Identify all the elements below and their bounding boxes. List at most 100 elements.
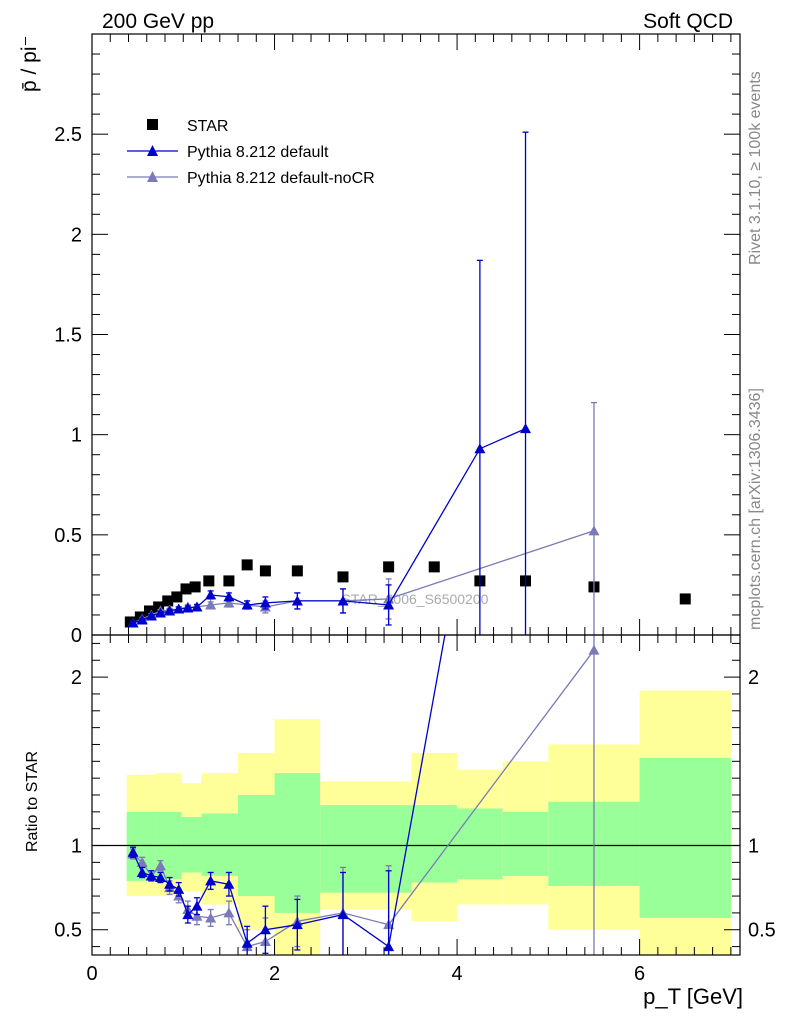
ratio-y-tick-label: 2	[71, 667, 82, 689]
default-point	[259, 597, 271, 608]
star-point	[180, 583, 192, 595]
star-point	[337, 571, 349, 583]
ratio-nocr-point	[154, 860, 166, 871]
green-band	[181, 816, 202, 873]
default-point	[136, 614, 148, 625]
default-point	[205, 589, 217, 600]
series-line	[132, 649, 595, 948]
default-point	[127, 617, 139, 628]
ratio-panel: 0.5 0.5 1 1 2 2 0 2 4 6	[54, 634, 776, 985]
green-band	[274, 773, 321, 913]
x-tick-label: 6	[634, 963, 645, 985]
ratio-y-tick-label-right: 1	[748, 836, 759, 858]
green-band	[639, 757, 731, 918]
green-band	[320, 805, 412, 893]
star-point	[241, 559, 253, 571]
ratio-ylabel: Ratio to STAR	[24, 751, 41, 852]
x-tick-label: 2	[269, 963, 280, 985]
mcplots-label: mcplots.cern.ch [arXiv:1306.3436]	[747, 388, 764, 630]
ratio-default-point	[205, 875, 217, 886]
star-point	[223, 575, 235, 587]
green-band	[457, 808, 503, 880]
ratio-default-point	[191, 900, 203, 911]
default-point	[182, 602, 194, 613]
ratio-default-point	[241, 937, 253, 948]
legend: STAR Pythia 8.212 default Pythia 8.212 def…	[127, 118, 375, 187]
main-ylabel: p̄ / pi⁻	[18, 35, 41, 92]
default-point	[291, 595, 303, 606]
main-panel: 0 0.5 1 1.5 2 2.5 STAR Pythia 8.212 default Pyth…	[54, 33, 741, 647]
ratio-series-group	[127, 635, 600, 955]
ratio-y-tick-label: 1	[71, 836, 82, 858]
ratio-frame	[91, 634, 741, 956]
ratio-default-point	[182, 909, 194, 920]
default-point	[191, 601, 203, 612]
star-point	[143, 605, 155, 617]
ratio-default-point	[337, 909, 349, 920]
ratio-default-point	[145, 870, 157, 881]
ratio-default-point	[164, 878, 176, 889]
ratio-default-point	[127, 846, 139, 857]
green-band	[502, 811, 549, 876]
ratio-y-tick-label-right: 2	[748, 667, 759, 689]
ratio-default-point	[223, 878, 235, 889]
star-point	[203, 575, 215, 587]
default-point	[474, 443, 486, 454]
default-point	[173, 603, 185, 614]
right-title: Soft QCD	[643, 10, 733, 33]
nocr-point	[205, 599, 217, 610]
ratio-default-point	[154, 872, 166, 883]
legend-star-marker	[147, 119, 158, 130]
default-point	[145, 610, 157, 621]
default-point	[154, 607, 166, 618]
ratio-nocr-point	[136, 856, 148, 867]
legend-label: Pythia 8.212 default	[187, 144, 329, 161]
star-point	[383, 561, 395, 573]
default-point	[337, 595, 349, 606]
ratio-nocr-point	[191, 910, 203, 921]
ratio-default-point	[173, 883, 185, 894]
star-point	[189, 581, 201, 593]
star-point	[171, 591, 183, 603]
nocr-point	[223, 597, 235, 608]
ratio-nocr-point	[223, 907, 235, 918]
ratio-default-point	[291, 919, 303, 930]
green-band	[411, 805, 458, 883]
x-tick-label: 0	[86, 963, 97, 985]
default-point	[241, 599, 253, 610]
ratio-nocr-point	[205, 912, 217, 923]
ratio-y-tick-label: 0.5	[54, 920, 82, 942]
ratio-nocr-point	[588, 644, 600, 655]
star-point	[291, 565, 303, 577]
default-point	[520, 423, 532, 434]
ratio-default-point	[383, 941, 395, 952]
star-point	[679, 593, 691, 605]
y-tick-label: 2.5	[54, 124, 82, 146]
star-point	[153, 601, 165, 613]
y-tick-label: 1.5	[54, 325, 82, 347]
ratio-default-point	[259, 924, 271, 935]
default-point	[223, 591, 235, 602]
default-point	[164, 605, 176, 616]
rivet-label: Rivet 3.1.10, ≥ 100k events	[747, 71, 764, 265]
star-point	[428, 561, 440, 573]
star-point	[259, 565, 271, 577]
series-line	[132, 635, 446, 948]
legend-label: Pythia 8.212 default-noCR	[187, 170, 375, 187]
analysis-watermark: STAR_2006_S6500200	[342, 591, 489, 607]
y-tick-label: 0.5	[54, 525, 82, 547]
y-tick-label: 0	[71, 625, 82, 647]
green-band	[201, 813, 239, 876]
legend-marker	[147, 171, 158, 182]
ratio-y-tick-label-right: 0.5	[748, 920, 776, 942]
legend-label: STAR	[187, 118, 228, 135]
default-point	[383, 599, 395, 610]
legend-marker	[147, 145, 158, 156]
xlabel: p_T [GeV]	[643, 984, 743, 1009]
ratio-default-point	[136, 866, 148, 877]
y-tick-label: 1	[71, 425, 82, 447]
left-title: 200 GeV pp	[102, 10, 214, 33]
star-point	[162, 595, 174, 607]
nocr-point	[588, 525, 600, 536]
